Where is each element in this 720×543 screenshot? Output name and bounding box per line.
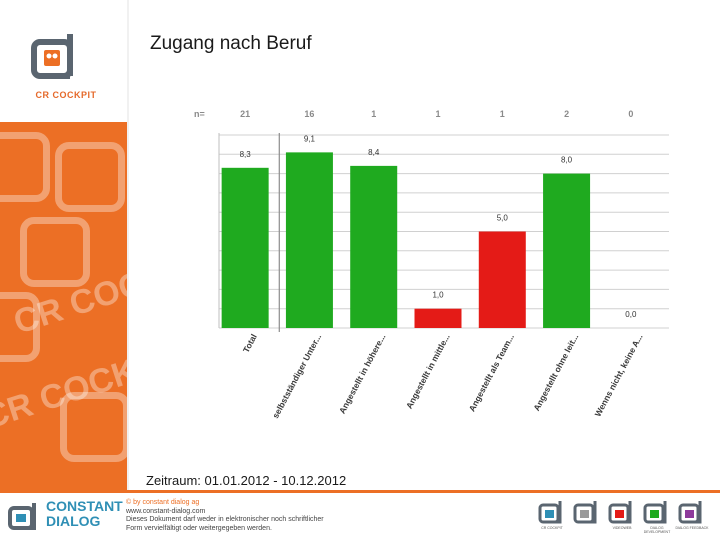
product-label: CR COCKPIT: [541, 526, 563, 530]
sidebar-tile: [20, 217, 90, 287]
n-value: 1: [435, 109, 440, 119]
footer: [0, 490, 720, 543]
product-label: DIALOG FEEDBACK: [675, 526, 709, 530]
data-label: 8,4: [368, 148, 380, 157]
chart-bar: [350, 165, 398, 328]
data-label: 1,0: [432, 291, 444, 300]
sidebar-tile: [0, 132, 50, 202]
product-label: DIALOG DEVELOPMENT: [643, 526, 671, 534]
product-label: VIDEOWEB: [612, 526, 632, 530]
decorative-sidebar: CR COCKPIT CR COCKPIT: [0, 122, 127, 490]
footer-brand: CONSTANT DIALOG: [46, 499, 123, 529]
cr-cockpit-logo-icon: [31, 34, 73, 79]
chart-axis: [218, 133, 280, 332]
footer-copy-line: © by constant dialog ag: [126, 499, 200, 506]
vertical-divider: [127, 0, 129, 490]
page-title: Zugang nach Beruf: [150, 33, 312, 54]
footer-brand-line: CONSTANT: [46, 498, 123, 514]
category-label: Angestellt ohne leit...: [531, 332, 580, 412]
chart-bar: [478, 231, 526, 328]
data-label: 8,0: [561, 156, 573, 165]
chart-bar: [221, 167, 269, 328]
sidebar-tile: [60, 392, 127, 462]
constant-dialog-logo-icon: [8, 503, 36, 530]
logo-area: CR COCKPIT: [0, 0, 127, 122]
n-value: 1: [371, 109, 376, 119]
chart-bar: [414, 308, 462, 328]
period-label: Zeitraum: 01.01.2012 - 10.12.2012: [146, 473, 347, 488]
data-label: 9,1: [304, 134, 316, 143]
footer-copy-line: www.constant-dialog.com: [126, 507, 206, 515]
product-logo-icon[interactable]: [643, 500, 671, 525]
footer-brand-line: DIALOG: [46, 513, 101, 529]
footer-copyright: © by constant dialog ag www.constant-dia…: [126, 499, 386, 533]
category-label: Angestellt in mittle...: [404, 332, 452, 410]
footer-copy-line: Form vervielfältigt oder weitergegeben w…: [126, 524, 272, 532]
n-value: 2: [564, 109, 569, 119]
data-label: 5,0: [497, 214, 509, 223]
n-value: 16: [304, 109, 314, 119]
chart-bar: [285, 152, 333, 328]
n-value: 1: [500, 109, 505, 119]
category-label: selbstständiger Unter...: [270, 332, 323, 420]
sidebar-tile: [55, 142, 125, 212]
logo-text: CR COCKPIT: [35, 90, 97, 100]
n-label: n=: [194, 109, 205, 119]
category-label: Angestellt in höhere...: [337, 332, 388, 415]
product-logo-icon[interactable]: [573, 500, 601, 525]
product-logo-icon[interactable]: [678, 500, 706, 525]
data-label: 8,3: [240, 150, 252, 159]
product-logo-icon[interactable]: [608, 500, 636, 525]
product-logo-icon[interactable]: [538, 500, 566, 525]
category-label: Wenns nicht, keine A...: [593, 332, 645, 418]
data-label: 0,0: [625, 310, 637, 319]
chart-bar: [543, 173, 591, 328]
footer-copy-line: Dieses Dokument darf weder in elektronis…: [126, 516, 324, 524]
n-value: 21: [240, 109, 250, 119]
chart-bars: [221, 152, 591, 328]
category-label: Angestellt als Team...: [467, 332, 516, 413]
category-label: Total: [241, 332, 259, 354]
n-value: 0: [628, 109, 633, 119]
sidebar-tile: [0, 292, 40, 362]
